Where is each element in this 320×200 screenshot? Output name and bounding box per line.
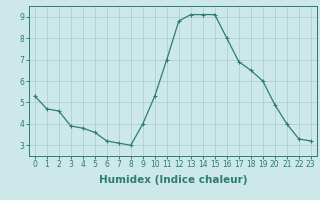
- X-axis label: Humidex (Indice chaleur): Humidex (Indice chaleur): [99, 175, 247, 185]
